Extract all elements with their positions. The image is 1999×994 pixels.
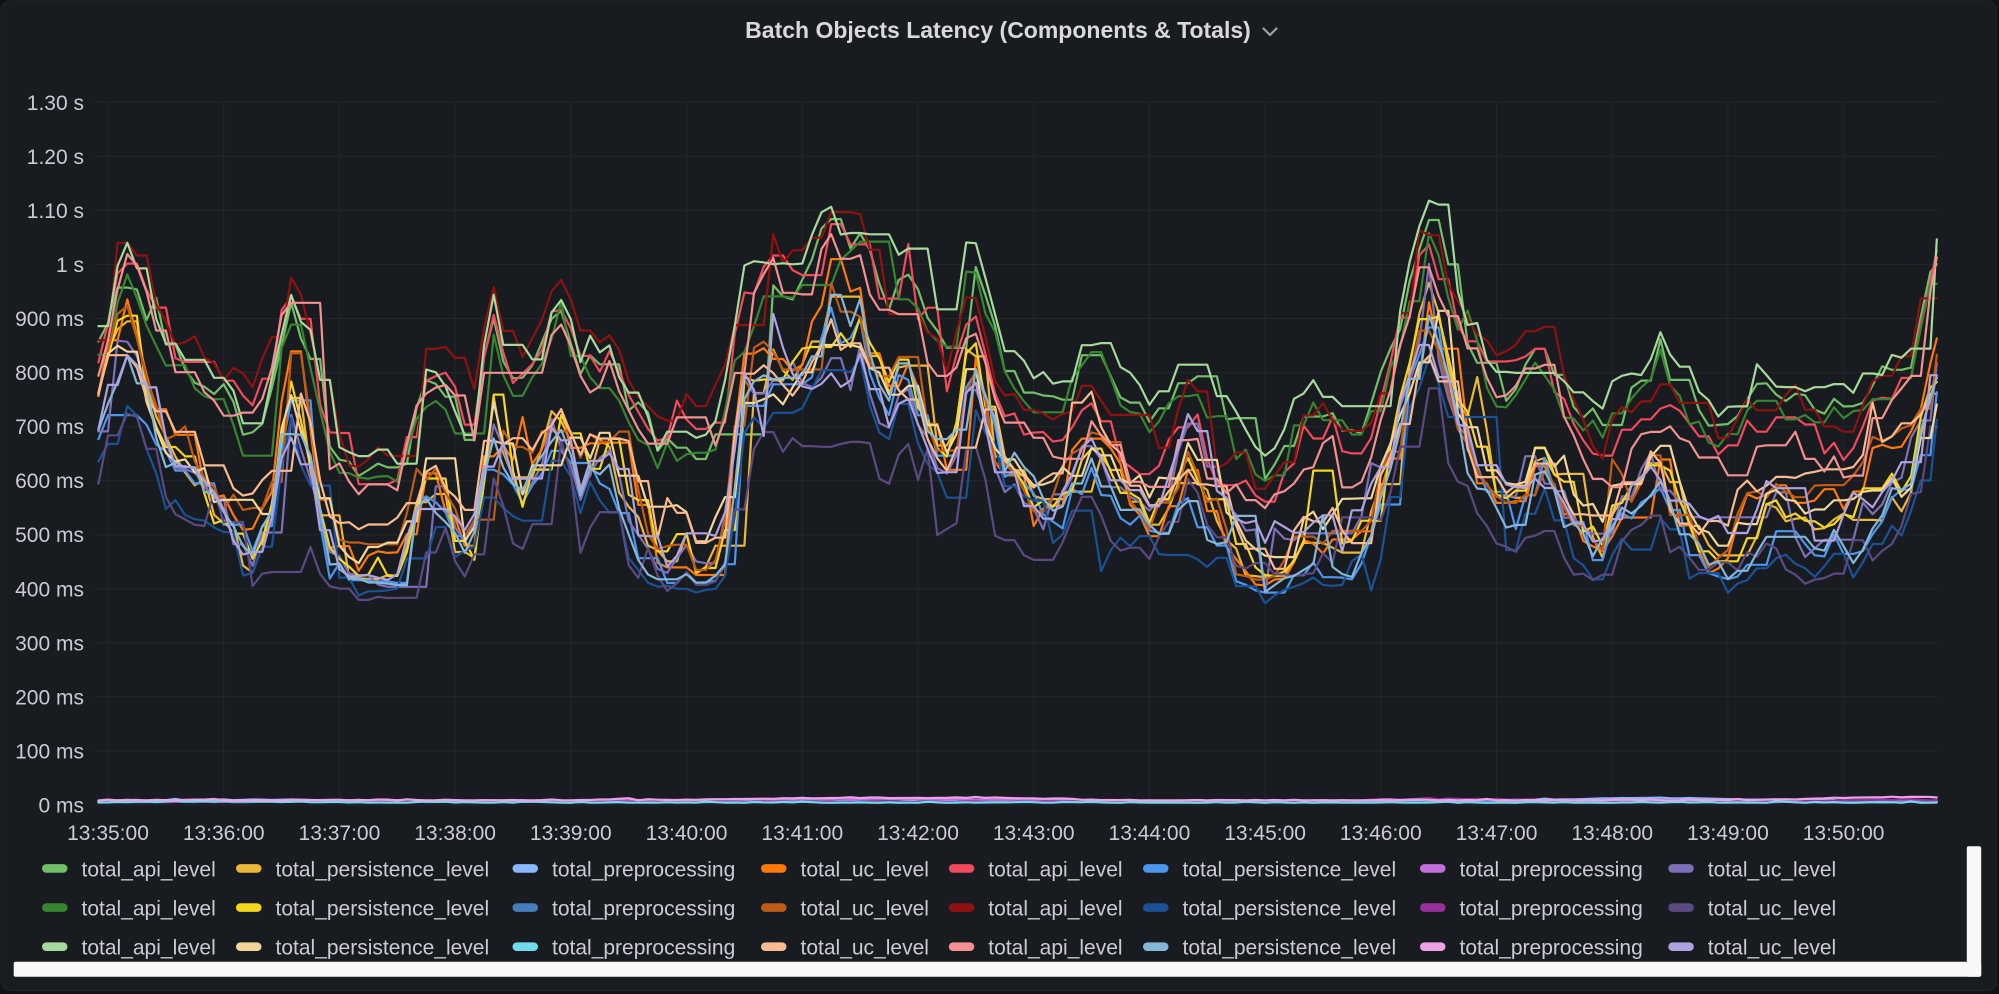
svg-text:13:37:00: 13:37:00: [299, 822, 381, 845]
svg-text:13:35:00: 13:35:00: [67, 822, 149, 845]
svg-text:total_persistence_level: total_persistence_level: [276, 858, 490, 881]
svg-text:1.30 s: 1.30 s: [27, 92, 84, 115]
svg-text:200 ms: 200 ms: [15, 686, 84, 709]
svg-text:13:44:00: 13:44:00: [1109, 822, 1191, 845]
svg-text:300 ms: 300 ms: [15, 632, 84, 655]
svg-text:13:40:00: 13:40:00: [646, 822, 728, 845]
svg-text:total_preprocessing: total_preprocessing: [552, 937, 735, 960]
svg-text:100 ms: 100 ms: [15, 740, 84, 763]
svg-text:total_preprocessing: total_preprocessing: [1460, 858, 1643, 881]
svg-text:700 ms: 700 ms: [15, 416, 84, 439]
svg-text:total_preprocessing: total_preprocessing: [1460, 898, 1643, 921]
svg-text:0 ms: 0 ms: [38, 795, 84, 818]
svg-text:13:47:00: 13:47:00: [1456, 822, 1538, 845]
svg-text:13:49:00: 13:49:00: [1687, 822, 1769, 845]
svg-text:13:39:00: 13:39:00: [530, 822, 612, 845]
svg-text:500 ms: 500 ms: [15, 524, 84, 547]
svg-text:600 ms: 600 ms: [15, 470, 84, 493]
svg-text:13:41:00: 13:41:00: [761, 822, 843, 845]
svg-text:13:43:00: 13:43:00: [993, 822, 1075, 845]
svg-text:13:38:00: 13:38:00: [414, 822, 496, 845]
svg-text:13:36:00: 13:36:00: [183, 822, 265, 845]
svg-text:1 s: 1 s: [56, 254, 84, 277]
svg-text:1.10 s: 1.10 s: [27, 200, 84, 223]
svg-text:total_persistence_level: total_persistence_level: [1183, 937, 1397, 960]
svg-text:1.20 s: 1.20 s: [27, 146, 84, 169]
svg-text:total_uc_level: total_uc_level: [1708, 858, 1836, 881]
svg-text:total_uc_level: total_uc_level: [1708, 898, 1836, 921]
svg-text:total_persistence_level: total_persistence_level: [1183, 858, 1397, 881]
svg-text:total_uc_level: total_uc_level: [801, 937, 929, 960]
svg-text:total_preprocessing: total_preprocessing: [552, 898, 735, 921]
svg-text:Batch Objects Latency (Compone: Batch Objects Latency (Components & Tota…: [745, 17, 1251, 43]
svg-text:total_api_level: total_api_level: [82, 898, 216, 921]
svg-text:13:42:00: 13:42:00: [877, 822, 959, 845]
svg-text:900 ms: 900 ms: [15, 308, 84, 331]
svg-text:total_api_level: total_api_level: [988, 858, 1122, 881]
svg-text:total_uc_level: total_uc_level: [801, 898, 929, 921]
svg-text:total_api_level: total_api_level: [988, 937, 1122, 960]
svg-text:total_api_level: total_api_level: [82, 937, 216, 960]
svg-text:13:46:00: 13:46:00: [1340, 822, 1422, 845]
svg-text:total_persistence_level: total_persistence_level: [276, 937, 490, 960]
svg-text:total_preprocessing: total_preprocessing: [552, 858, 735, 881]
svg-text:total_api_level: total_api_level: [988, 898, 1122, 921]
svg-text:13:45:00: 13:45:00: [1224, 822, 1306, 845]
svg-text:13:48:00: 13:48:00: [1571, 822, 1653, 845]
svg-text:total_preprocessing: total_preprocessing: [1460, 937, 1643, 960]
svg-text:total_persistence_level: total_persistence_level: [1183, 898, 1397, 921]
svg-text:13:50:00: 13:50:00: [1803, 822, 1885, 845]
svg-text:total_uc_level: total_uc_level: [801, 858, 929, 881]
svg-text:total_api_level: total_api_level: [82, 858, 216, 881]
svg-text:400 ms: 400 ms: [15, 578, 84, 601]
svg-text:800 ms: 800 ms: [15, 362, 84, 385]
svg-text:total_uc_level: total_uc_level: [1708, 937, 1836, 960]
svg-text:total_persistence_level: total_persistence_level: [276, 898, 490, 921]
